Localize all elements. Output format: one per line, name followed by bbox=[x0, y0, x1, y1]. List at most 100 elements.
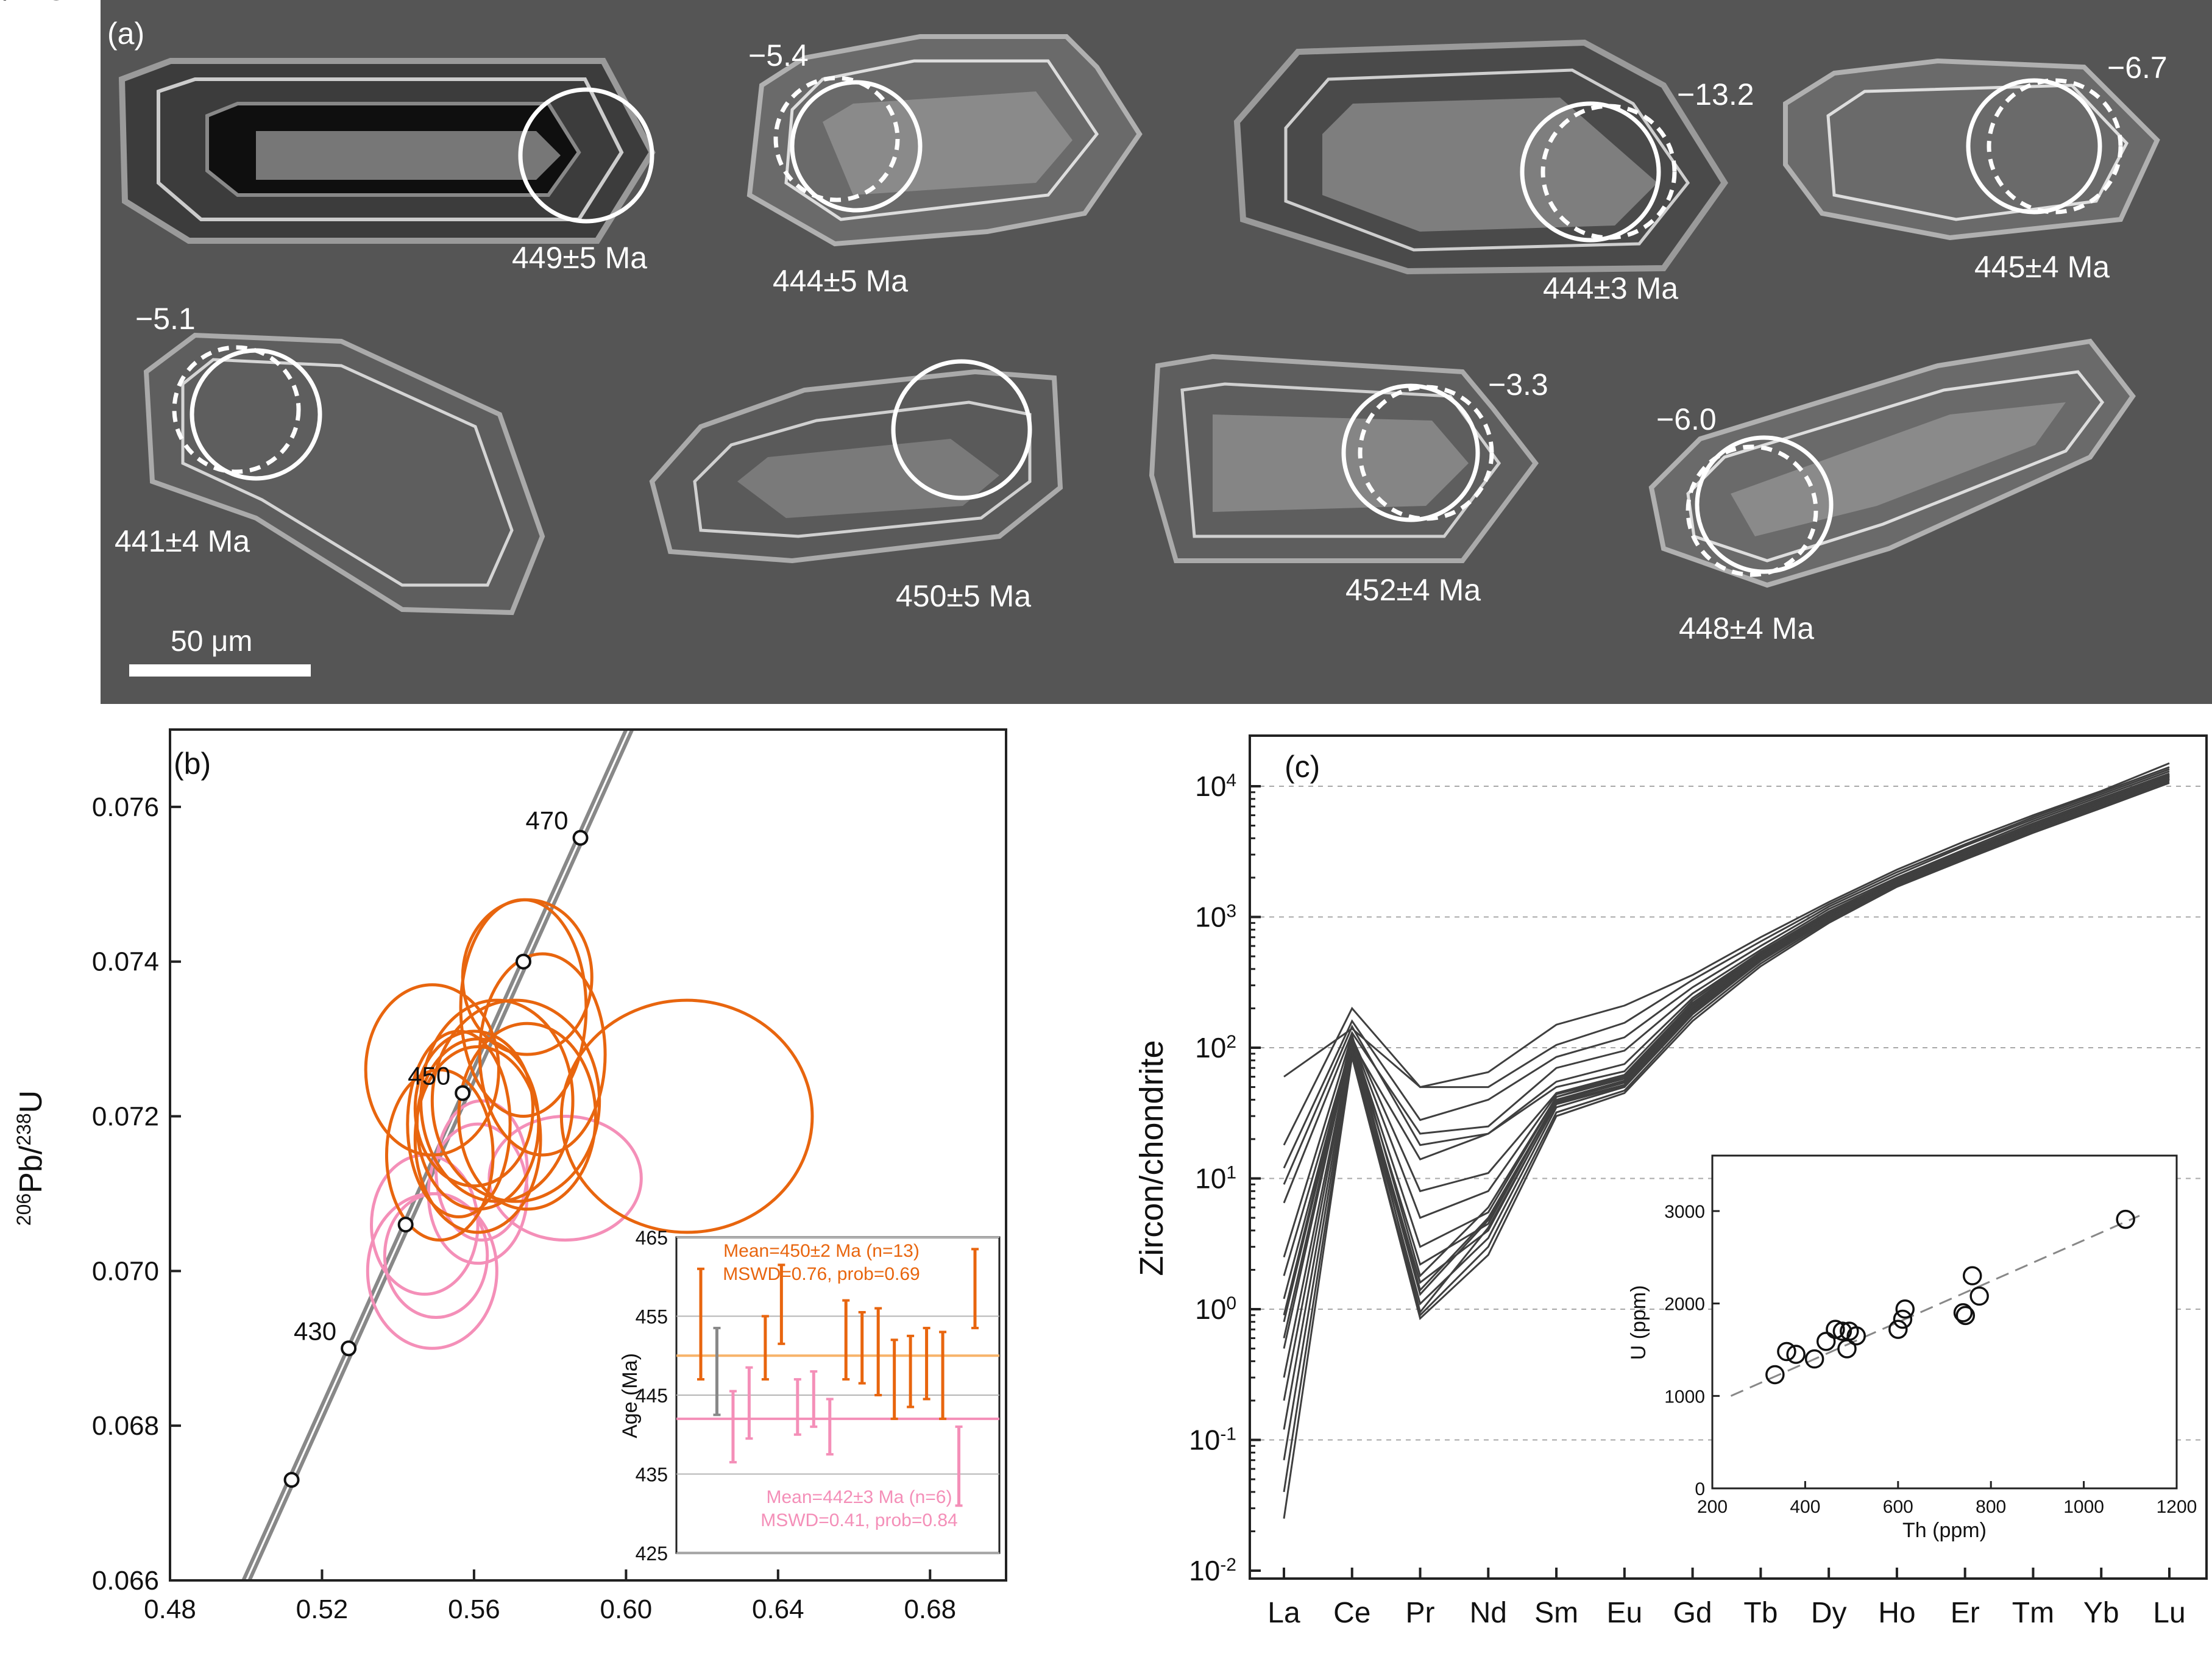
scale-bar-label: 50 μm bbox=[171, 625, 252, 658]
c-ytick-label-2: 100 bbox=[1195, 1293, 1236, 1326]
grain-6-age: 450±5 Ma bbox=[896, 579, 1031, 613]
th-u-ytick-label-3: 3000 bbox=[1664, 1202, 1705, 1222]
concordia-curve-left bbox=[241, 730, 628, 1580]
grain-8-age: 448±4 Ma bbox=[1679, 611, 1814, 645]
zircon-grain-5: −5.1 441±4 Ma bbox=[115, 302, 545, 616]
orange-error-ellipse-1 bbox=[413, 1045, 542, 1234]
th-u-point-4 bbox=[1816, 1332, 1836, 1351]
th-u-point-9 bbox=[1846, 1326, 1866, 1346]
th-u-point-2 bbox=[1786, 1345, 1806, 1364]
panel-a-label: (a) bbox=[107, 16, 144, 51]
concordia-age-label-470: 470 bbox=[525, 806, 568, 835]
c-xtick-label-Eu: Eu bbox=[1606, 1597, 1642, 1629]
grain-3-hf: −13.2 bbox=[1677, 77, 1754, 112]
zircon-grain-1: 449±5 Ma bbox=[118, 58, 656, 275]
b-xtick-label-5: 0.68 bbox=[904, 1594, 956, 1624]
orange-error-ellipse-5 bbox=[406, 1029, 512, 1219]
panel-c-ylabel: Zircon/chondrite bbox=[1133, 1040, 1170, 1276]
c-xtick-label-Lu: Lu bbox=[2153, 1597, 2185, 1629]
inset-marks: 425 435 445 455 465 bbox=[636, 1227, 999, 1565]
orange-error-ellipse-12 bbox=[559, 998, 814, 1234]
c-xtick-label-Ho: Ho bbox=[1878, 1597, 1915, 1629]
zircon-grain-8: −6.0 448±4 Ma bbox=[1648, 338, 2136, 645]
grain-4-age: 445±4 Ma bbox=[1974, 250, 2110, 284]
b-xtick-label-1: 0.52 bbox=[296, 1594, 349, 1624]
panel-b-label: (b) bbox=[174, 747, 211, 781]
th-u-xtick-label-4: 1000 bbox=[2063, 1497, 2104, 1517]
panel-b-axes: 0.48 0.52 0.56 0.60 0.64 0.68 0.066 0.068 0.070 0… bbox=[92, 792, 956, 1624]
th-u-ytick-label-0: 0 bbox=[1695, 1479, 1705, 1499]
b-ytick-label-1: 0.068 bbox=[92, 1411, 159, 1441]
th-u-ytick-label-1: 1000 bbox=[1664, 1387, 1705, 1407]
concordia-plot-area: 430 450 470 bbox=[241, 730, 814, 1580]
c-xtick-label-Dy: Dy bbox=[1811, 1597, 1847, 1629]
c-xtick-label-Pr: Pr bbox=[1406, 1597, 1435, 1629]
ree-pattern-s3 bbox=[1283, 768, 2170, 1169]
ree-pattern-s4 bbox=[1283, 770, 2170, 1204]
c-xtick-label-Nd: Nd bbox=[1470, 1597, 1507, 1629]
inset-ytick-label-1: 435 bbox=[636, 1464, 668, 1486]
c-xtick-label-Sm: Sm bbox=[1534, 1597, 1578, 1629]
concordia-age-point-5 bbox=[572, 830, 589, 846]
th-u-point-17 bbox=[2116, 1209, 2135, 1229]
c-ytick-label-1: 10-1 bbox=[1189, 1424, 1236, 1456]
th-u-xtick-label-3: 800 bbox=[1976, 1497, 2006, 1517]
inset-ytick-label-3: 455 bbox=[636, 1306, 668, 1328]
panel-c-frame bbox=[1249, 734, 2208, 1580]
c-ytick-label-4: 102 bbox=[1195, 1032, 1236, 1064]
c-xtick-label-Ce: Ce bbox=[1333, 1597, 1370, 1629]
th-u-point-15 bbox=[1962, 1266, 1982, 1285]
c-ytick-label-3: 101 bbox=[1195, 1162, 1236, 1195]
orange-mean-text: Mean=450±2 Ma (n=13) bbox=[723, 1241, 920, 1261]
orange-error-ellipse-4 bbox=[457, 1022, 597, 1211]
orange-error-ellipse-9 bbox=[413, 1029, 535, 1188]
th-u-inset-marks: 0 1000 2000 3000 200 400 600 800 1000 1200 bbox=[1664, 1202, 2197, 1517]
zircon-grain-4: −6.7 445±4 Ma bbox=[1783, 51, 2168, 284]
grain-5-hf: −5.1 bbox=[135, 302, 196, 336]
concordia-age-point-1 bbox=[341, 1340, 357, 1357]
c-ytick-label-6: 104 bbox=[1195, 770, 1236, 803]
b-ytick-label-5: 0.076 bbox=[92, 792, 159, 822]
b-ytick-label-4: 0.074 bbox=[92, 947, 159, 977]
ree-pattern-s18 bbox=[1283, 778, 2170, 1316]
th-u-ylabel: U (ppm) bbox=[1627, 1285, 1650, 1360]
th-u-point-3 bbox=[1804, 1349, 1824, 1369]
th-u-inset-frame bbox=[1711, 1154, 2178, 1490]
grain-1-age: 449±5 Ma bbox=[512, 241, 647, 275]
th-u-xtick-label-2: 600 bbox=[1883, 1497, 1913, 1517]
zircon-grain-2: −5.4 444±5 Ma bbox=[746, 34, 1143, 298]
th-u-point-0 bbox=[1765, 1365, 1785, 1385]
orange-error-ellipse-6 bbox=[385, 1068, 495, 1242]
ree-pattern-s17 bbox=[1283, 776, 2170, 1299]
concordia-age-label-450: 450 bbox=[408, 1061, 450, 1090]
inset-ytick-label-4: 465 bbox=[636, 1227, 668, 1249]
th-u-trend-line bbox=[1730, 1215, 2140, 1397]
c-xtick-label-La: La bbox=[1267, 1597, 1300, 1629]
concordia-age-point-2 bbox=[397, 1217, 414, 1233]
orange-error-ellipse-11 bbox=[415, 1037, 541, 1211]
c-xtick-label-Tb: Tb bbox=[1743, 1597, 1778, 1629]
ree-pattern-s11 bbox=[1283, 780, 2170, 1493]
panel-b-xlabel: 207Pb/235U bbox=[0, 0, 68, 7]
ree-pattern-s14 bbox=[1283, 774, 2170, 1338]
th-u-point-12 bbox=[1895, 1299, 1915, 1319]
th-u-xlabel: Th (ppm) bbox=[1902, 1519, 1987, 1542]
th-u-point-1 bbox=[1777, 1341, 1796, 1362]
inset-ytick-label-0: 425 bbox=[636, 1543, 668, 1565]
c-ytick-label-5: 103 bbox=[1195, 901, 1236, 933]
th-u-xtick-label-1: 400 bbox=[1790, 1497, 1820, 1517]
orange-error-ellipse-3 bbox=[478, 952, 607, 1157]
ree-pattern-s12 bbox=[1283, 782, 2170, 1519]
grain-8-hf: −6.0 bbox=[1656, 402, 1717, 436]
panel-c-label: (c) bbox=[1285, 750, 1320, 784]
zircon-grain-6: 450±5 Ma bbox=[649, 359, 1063, 613]
b-xtick-label-4: 0.64 bbox=[752, 1594, 804, 1624]
pink-mean-text: Mean=442±3 Ma (n=6) bbox=[767, 1487, 952, 1507]
orange-mswd-text: MSWD=0.76, prob=0.69 bbox=[723, 1264, 920, 1284]
panel-c-axes: 10-2 10-1 100 101 102 103 104 La Ce Pr Nd Sm Eu Gd Tb D… bbox=[1189, 770, 2186, 1630]
b-ytick-label-0: 0.066 bbox=[92, 1566, 159, 1596]
grain-2-age: 444±5 Ma bbox=[773, 264, 908, 298]
c-xtick-label-Tm: Tm bbox=[2012, 1597, 2054, 1629]
th-u-point-5 bbox=[1826, 1320, 1845, 1339]
